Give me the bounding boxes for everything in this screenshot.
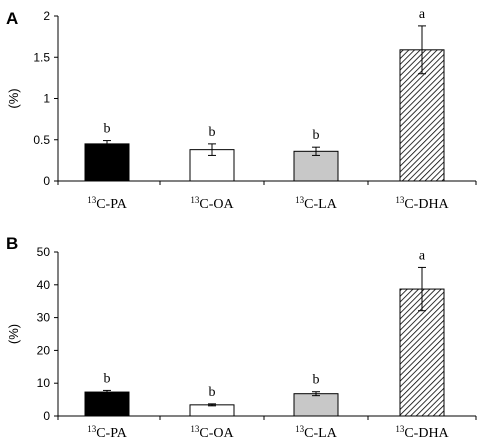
error-bar xyxy=(312,391,320,397)
category-label: 13C-PA xyxy=(87,424,128,441)
y-tick-label: 0.5 xyxy=(33,133,50,147)
y-tick-label: 1.5 xyxy=(33,50,50,64)
panel-letter: A xyxy=(6,9,18,28)
significance-label: a xyxy=(419,7,426,22)
bar xyxy=(293,393,339,417)
significance-label: b xyxy=(313,373,320,388)
significance-label: b xyxy=(104,371,111,386)
significance-label: b xyxy=(209,125,216,140)
category-label: 13C-DHA xyxy=(395,424,449,441)
significance-label: b xyxy=(209,385,216,400)
y-axis-label: (%) xyxy=(6,324,21,344)
y-tick-label: 40 xyxy=(37,278,51,292)
category-label: 13C-LA xyxy=(295,424,338,441)
error-bar xyxy=(208,403,216,407)
y-tick-label: 0 xyxy=(43,174,50,188)
category-label: 13C-LA xyxy=(295,195,338,212)
y-tick-label: 10 xyxy=(37,376,51,390)
panel-letter: B xyxy=(6,234,18,253)
error-bar xyxy=(418,25,426,75)
y-tick-label: 2 xyxy=(43,9,50,23)
y-tick-label: 0 xyxy=(43,409,50,423)
error-bar xyxy=(103,140,111,148)
error-bar xyxy=(418,266,426,312)
y-tick-label: 20 xyxy=(37,343,51,357)
significance-label: b xyxy=(313,128,320,143)
y-tick-label: 1 xyxy=(43,92,50,106)
chart-panel-b: B (%) 0 10 20 30 40 50 b 13C-PA b 13C-OA b 13C-LA a 13C… xyxy=(6,234,477,441)
y-tick-label: 30 xyxy=(37,311,51,325)
bar xyxy=(189,404,235,417)
error-bar xyxy=(103,389,111,395)
significance-label: b xyxy=(104,122,111,137)
bar xyxy=(84,143,130,182)
bar xyxy=(84,391,130,417)
category-label: 13C-OA xyxy=(190,424,234,441)
category-label: 13C-OA xyxy=(190,195,234,212)
error-bar xyxy=(312,146,320,156)
y-axis-label: (%) xyxy=(6,88,21,108)
significance-label: a xyxy=(419,248,426,263)
chart-panel-a: A (%) 0 0.5 1 1.5 2 b 13C-PA b 13C-OA b 13C-LA a 13C-D… xyxy=(6,7,477,212)
y-tick-label: 50 xyxy=(37,245,51,259)
category-label: 13C-PA xyxy=(87,195,128,212)
category-label: 13C-DHA xyxy=(395,195,449,212)
error-bar xyxy=(208,143,216,156)
